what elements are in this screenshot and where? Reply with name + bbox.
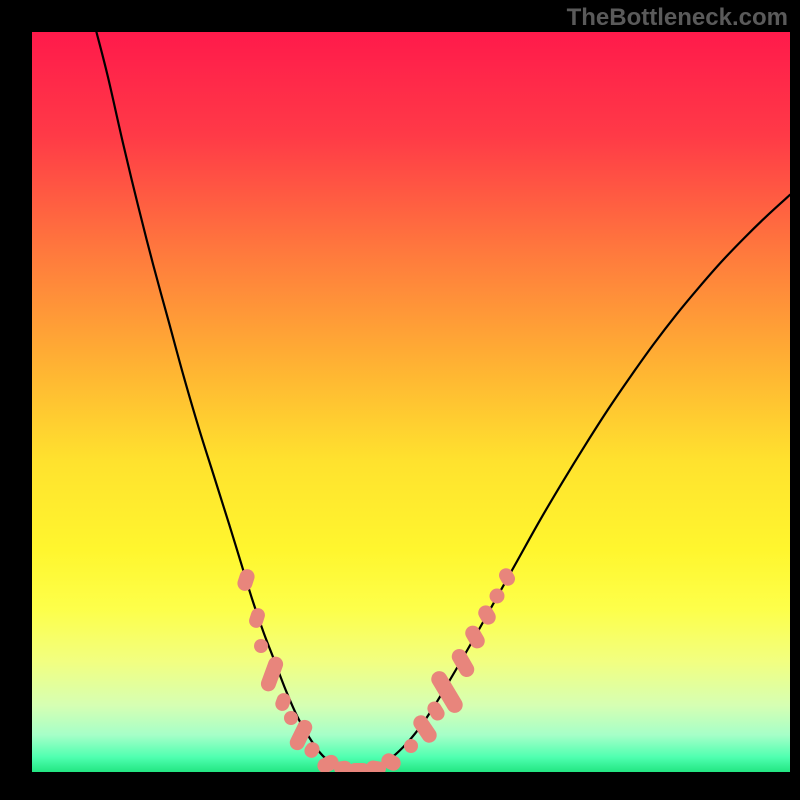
- data-marker: [254, 639, 268, 653]
- data-marker: [490, 588, 505, 603]
- v-curve: [32, 32, 790, 772]
- plot-area: [32, 32, 790, 772]
- chart-container: TheBottleneck.com: [0, 0, 800, 800]
- bottleneck-curve: [96, 32, 790, 771]
- data-marker: [284, 711, 298, 725]
- data-marker: [404, 739, 418, 753]
- watermark-text: TheBottleneck.com: [567, 4, 788, 32]
- chart-outer-frame: [0, 0, 800, 800]
